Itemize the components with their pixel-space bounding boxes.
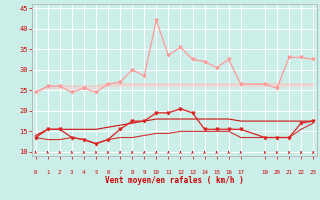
X-axis label: Vent moyen/en rafales ( km/h ): Vent moyen/en rafales ( km/h )	[105, 176, 244, 185]
